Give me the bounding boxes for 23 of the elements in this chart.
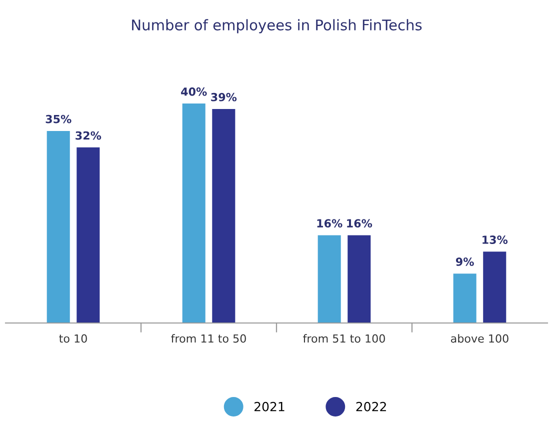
x-tick-label: from 51 to 100 (303, 334, 385, 343)
bar (483, 252, 506, 323)
data-label: 32% (76, 131, 102, 140)
data-label: 16% (347, 219, 372, 228)
bar (453, 274, 476, 323)
bar (76, 147, 100, 323)
bar (348, 235, 371, 323)
data-label: 35% (46, 114, 72, 124)
bar (182, 104, 206, 323)
data-label: 9% (456, 258, 474, 266)
bar (318, 235, 341, 323)
data-label: 40% (181, 87, 207, 96)
x-tick-label: from 11 to 50 (171, 334, 246, 343)
x-tick-label: above 100 (450, 334, 508, 343)
bar (46, 130, 70, 323)
bar (212, 109, 236, 323)
chart-title: Number of employees in Polish FinTechs (132, 19, 422, 34)
x-tick-label: to 10 (59, 334, 87, 343)
data-label: 16% (317, 219, 342, 228)
data-label: 39% (211, 92, 237, 102)
legend-label: 2021 (254, 402, 284, 412)
data-label: 13% (482, 236, 508, 244)
legend-label: 2022 (356, 402, 386, 412)
